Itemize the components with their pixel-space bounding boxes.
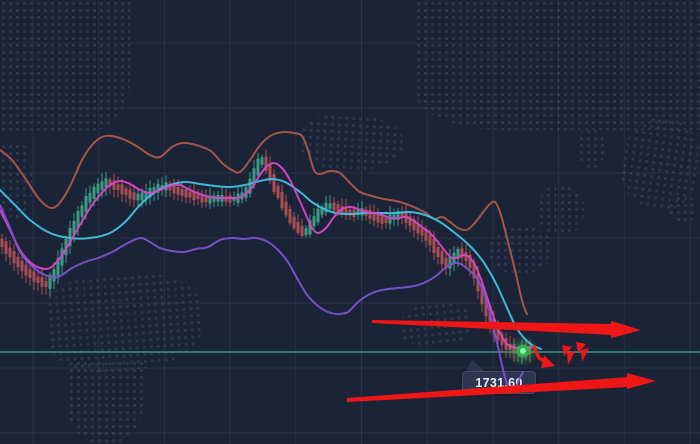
candle-body bbox=[152, 187, 156, 194]
candle-body bbox=[480, 286, 484, 305]
candle-body bbox=[300, 226, 304, 236]
candle-body bbox=[280, 191, 284, 209]
candle-body bbox=[260, 157, 264, 165]
candle-body bbox=[172, 184, 176, 194]
candle-body bbox=[304, 228, 308, 236]
candle-body bbox=[212, 195, 216, 202]
candle-body bbox=[116, 184, 120, 190]
candle-body bbox=[100, 181, 104, 190]
candle-body bbox=[512, 344, 516, 354]
candle-body bbox=[376, 214, 380, 223]
candle-body bbox=[96, 183, 100, 194]
candle-body bbox=[384, 217, 388, 223]
candle-body bbox=[52, 269, 56, 282]
candle-body bbox=[264, 156, 268, 171]
candle-body bbox=[36, 276, 40, 283]
candle-body bbox=[104, 178, 108, 188]
candle-body bbox=[332, 202, 336, 211]
candle-body bbox=[40, 277, 44, 287]
candle-body bbox=[188, 191, 192, 198]
candle-body bbox=[112, 180, 116, 190]
candle-body bbox=[444, 257, 448, 268]
candle-body bbox=[292, 216, 296, 229]
candle-body bbox=[248, 178, 252, 194]
candle-body bbox=[176, 187, 180, 195]
ma-cyan-line bbox=[0, 177, 542, 350]
candle-body bbox=[440, 251, 444, 265]
candle-body bbox=[92, 186, 96, 199]
candle-body bbox=[328, 203, 332, 209]
candle-body bbox=[108, 179, 112, 187]
candle-body bbox=[380, 216, 384, 224]
candle-body bbox=[268, 164, 272, 182]
candle-body bbox=[12, 251, 16, 264]
price-badge-label: 1731.60 bbox=[475, 375, 523, 390]
candle-body bbox=[16, 256, 20, 268]
candle-body bbox=[208, 195, 212, 204]
candle-body bbox=[8, 247, 12, 258]
candle-body bbox=[20, 260, 24, 272]
candle-body bbox=[140, 192, 144, 201]
candle-body bbox=[312, 216, 316, 227]
candle-body bbox=[48, 274, 52, 289]
candle-body bbox=[156, 183, 160, 193]
candle-body bbox=[44, 281, 48, 287]
candle-body bbox=[428, 234, 432, 246]
candle-body bbox=[4, 241, 8, 254]
candle-body bbox=[436, 247, 440, 257]
candle-body bbox=[128, 189, 132, 199]
candle-body bbox=[296, 222, 300, 233]
candle-body bbox=[132, 192, 136, 200]
ma-magenta-line bbox=[0, 161, 537, 350]
candle-body bbox=[32, 271, 36, 283]
candle-body bbox=[368, 209, 372, 219]
candle-body bbox=[88, 192, 92, 203]
candle-body bbox=[24, 264, 28, 276]
candle-body bbox=[484, 298, 488, 317]
candlestick-series bbox=[0, 149, 532, 364]
candle-body bbox=[196, 194, 200, 200]
current-price-badge: 1731.60 bbox=[462, 371, 536, 394]
candle-body bbox=[316, 208, 320, 223]
candle-body bbox=[276, 186, 280, 198]
candle-body bbox=[144, 191, 148, 199]
candle-body bbox=[84, 196, 88, 212]
candle-body bbox=[200, 193, 204, 203]
candle-body bbox=[136, 193, 140, 201]
candle-body bbox=[256, 158, 260, 176]
candle-body bbox=[288, 208, 292, 224]
candle-body bbox=[284, 201, 288, 216]
candle-body bbox=[180, 188, 184, 196]
candle-body bbox=[0, 238, 4, 247]
candle-body bbox=[432, 239, 436, 253]
candle-body bbox=[232, 197, 236, 201]
candle-body bbox=[184, 189, 188, 198]
candle-body bbox=[272, 174, 276, 193]
candle-body bbox=[252, 168, 256, 186]
candle-body bbox=[192, 191, 196, 201]
candle-body bbox=[80, 205, 84, 217]
candle-body bbox=[204, 196, 208, 203]
candle-body bbox=[124, 188, 128, 196]
candle-body bbox=[28, 269, 32, 278]
candle-body bbox=[120, 184, 124, 195]
